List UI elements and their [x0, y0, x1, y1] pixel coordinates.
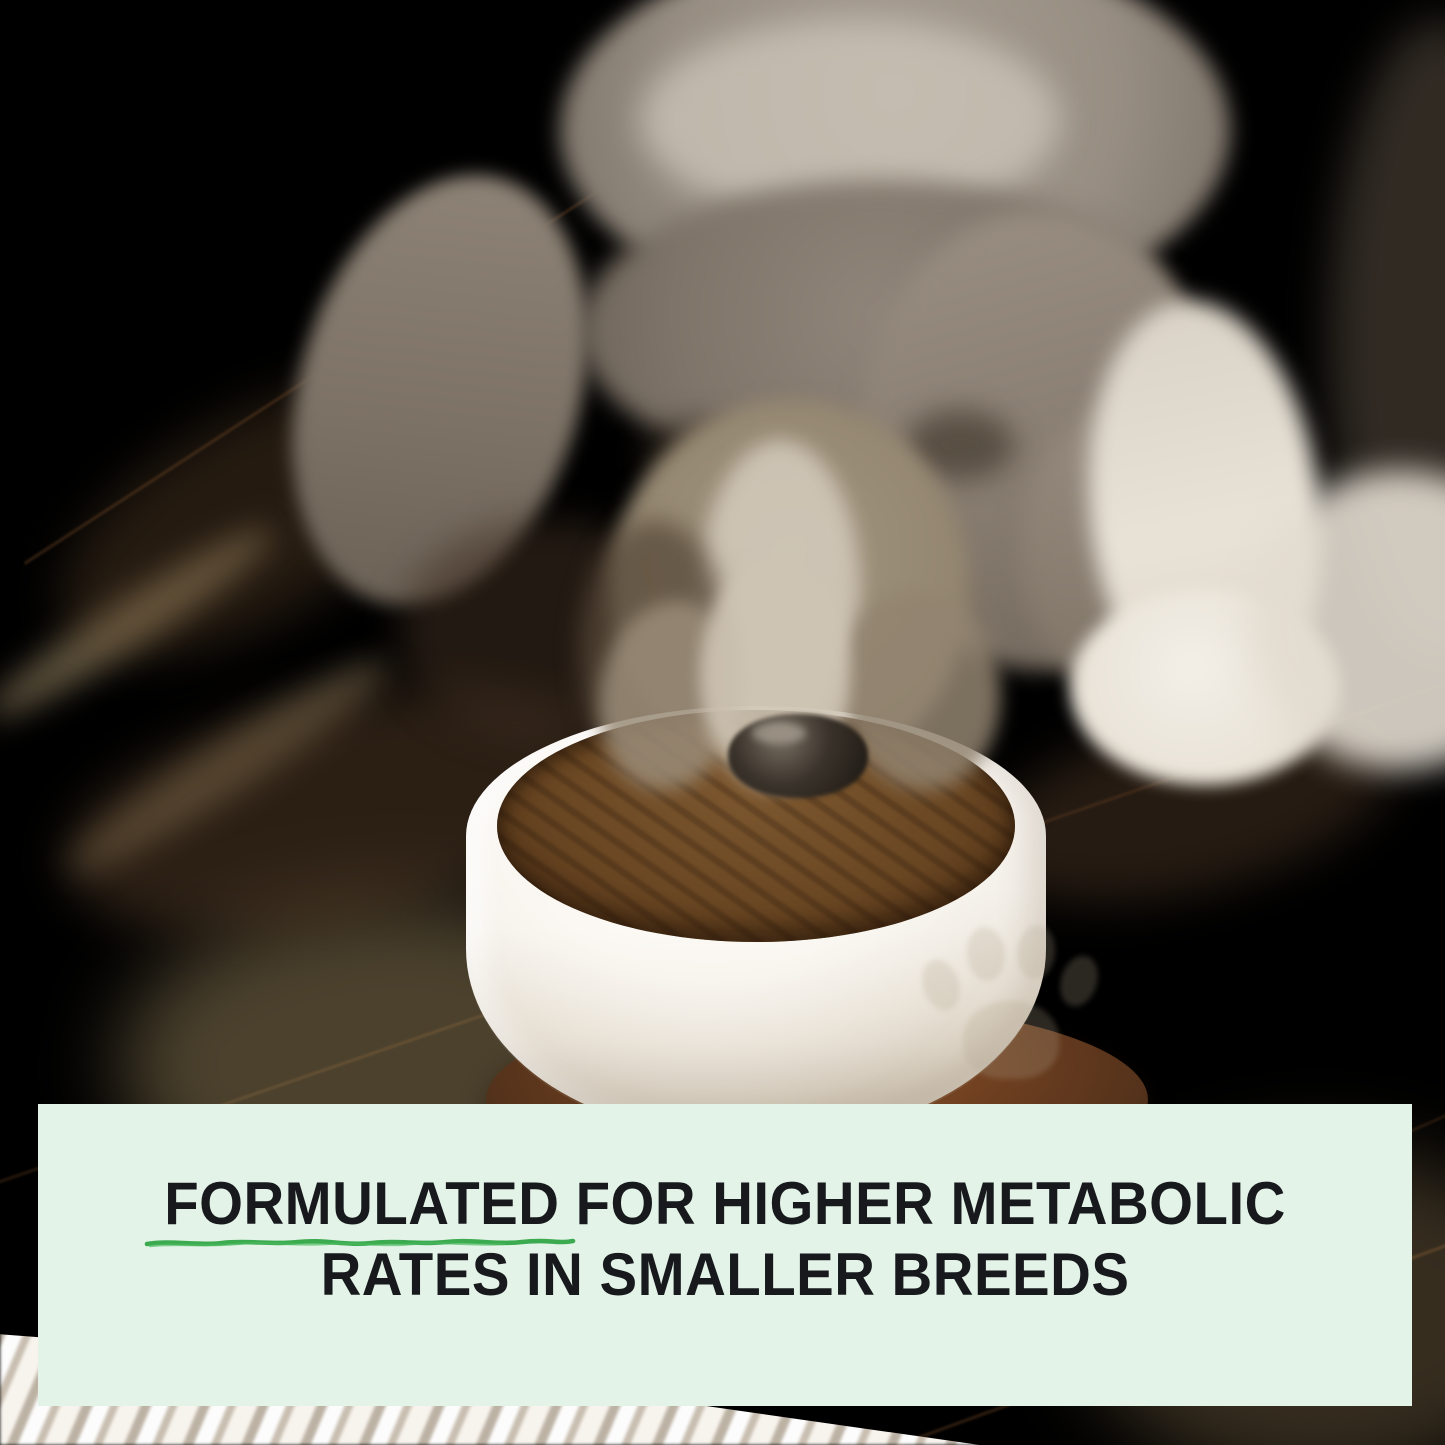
green-brush-underline [144, 1238, 576, 1248]
claim-banner: FORMULATED FOR HIGHER METABOLIC RATES IN… [38, 1104, 1412, 1406]
dog-nose-highlight [752, 722, 806, 744]
claim-line-1: FORMULATED FOR HIGHER METABOLIC [164, 1170, 1286, 1237]
paw-print-emboss [905, 915, 1105, 1110]
claim-line-2: RATES IN SMALLER BREEDS [320, 1241, 1130, 1308]
kibble-pellets [503, 714, 537, 744]
claim-text: FORMULATED FOR HIGHER METABOLIC RATES IN… [79, 1168, 1371, 1310]
